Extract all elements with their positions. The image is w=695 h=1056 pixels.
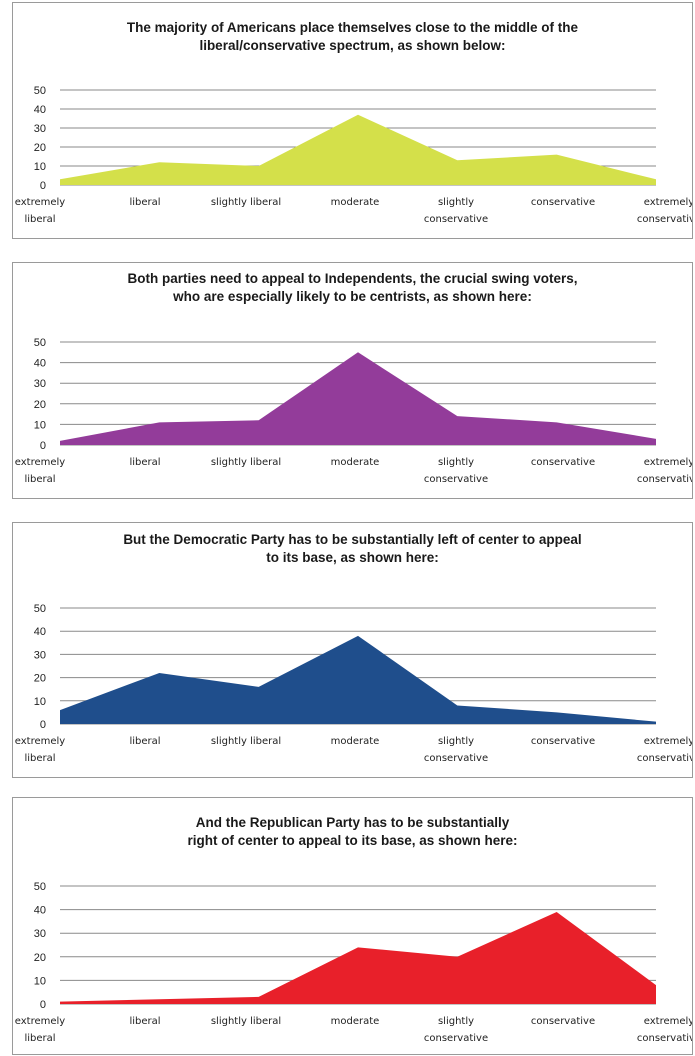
y-tick-label: 10	[34, 161, 46, 173]
x-category-label: slightly conservative	[424, 457, 488, 485]
y-tick-label: 10	[34, 419, 46, 431]
chart-title: Both parties need to appeal to Independe…	[127, 271, 578, 304]
x-category-label: slightly liberal	[211, 736, 281, 747]
y-tick-label: 20	[34, 399, 46, 411]
y-tick-label: 40	[34, 104, 46, 116]
y-tick-label: 0	[40, 999, 46, 1011]
y-tick-label: 40	[34, 626, 46, 638]
x-category-label: extremely liberal	[15, 457, 66, 485]
x-category-label: extremely liberal	[15, 1016, 66, 1044]
chart-title: The majority of Americans place themselv…	[126, 20, 579, 53]
x-category-label: extremelyconservative	[637, 457, 692, 485]
y-tick-label: 20	[34, 142, 46, 154]
x-category-label: slightly conservative	[424, 197, 488, 225]
x-category-label: moderate	[331, 197, 380, 208]
chart-title: But the Democratic Party has to be subst…	[123, 532, 582, 565]
area-chart: 0 10 20 30 40 50 extremely liberal liberal slight…	[15, 337, 692, 485]
y-tick-label: 0	[40, 180, 46, 192]
y-tick-label: 10	[34, 975, 46, 987]
chart-title: And the Republican Party has to be subst…	[187, 815, 518, 848]
x-category-label: conservative	[531, 457, 595, 468]
y-tick-label: 30	[34, 649, 46, 661]
y-tick-label: 50	[34, 881, 46, 893]
y-tick-label: 50	[34, 337, 46, 349]
y-tick-label: 50	[34, 603, 46, 615]
x-category-label: slightly conservative	[424, 736, 488, 764]
x-category-label: conservative	[531, 197, 595, 208]
x-category-label: slightly conservative	[424, 1016, 488, 1044]
y-tick-label: 40	[34, 358, 46, 370]
x-category-label: liberal	[129, 197, 160, 208]
area-series	[60, 352, 656, 445]
x-category-label: extremelyconservative	[637, 1016, 692, 1044]
area-series	[60, 911, 656, 1004]
x-category-label: liberal	[129, 736, 160, 747]
x-category-label: conservative	[531, 736, 595, 747]
y-tick-label: 30	[34, 378, 46, 390]
y-tick-label: 50	[34, 85, 46, 97]
x-category-label: slightly liberal	[211, 197, 281, 208]
y-tick-label: 30	[34, 123, 46, 135]
area-chart: 0 10 20 30 40 50 extremely liberal liberal slight…	[15, 85, 692, 225]
y-tick-label: 10	[34, 696, 46, 708]
x-category-label: extremelyconservative	[637, 736, 692, 764]
x-category-label: conservative	[531, 1016, 595, 1027]
x-category-label: liberal	[129, 457, 160, 468]
x-category-label: moderate	[331, 736, 380, 747]
x-category-label: liberal	[129, 1016, 160, 1027]
area-series	[60, 114, 656, 185]
chart-panel-4: And the Republican Party has to be subst…	[12, 797, 693, 1055]
x-category-label: moderate	[331, 1016, 380, 1027]
y-tick-label: 20	[34, 952, 46, 964]
x-category-label: extremelyconservative	[637, 197, 692, 225]
x-category-label: moderate	[331, 457, 380, 468]
y-tick-label: 40	[34, 905, 46, 917]
chart-panel-1: The majority of Americans place themselv…	[12, 2, 693, 239]
x-category-label: slightly liberal	[211, 457, 281, 468]
area-chart: 0 10 20 30 40 50 extremely liberal liberal slight…	[15, 881, 692, 1044]
x-category-label: extremely liberal	[15, 736, 66, 764]
y-tick-label: 20	[34, 673, 46, 685]
y-tick-label: 0	[40, 719, 46, 731]
chart-panel-2: Both parties need to appeal to Independe…	[12, 262, 693, 499]
area-series	[60, 635, 656, 724]
area-chart: 0 10 20 30 40 50 extremely liberal liberal slight…	[15, 603, 692, 764]
x-category-label: slightly liberal	[211, 1016, 281, 1027]
x-category-label: extremely liberal	[15, 197, 66, 225]
y-tick-label: 0	[40, 440, 46, 452]
y-tick-label: 30	[34, 928, 46, 940]
chart-panel-3: But the Democratic Party has to be subst…	[12, 522, 693, 778]
